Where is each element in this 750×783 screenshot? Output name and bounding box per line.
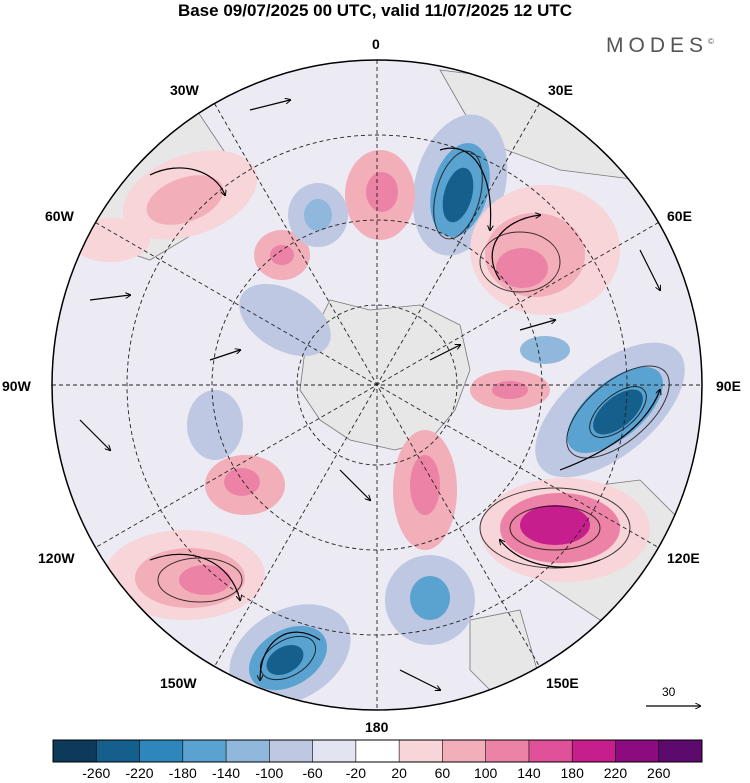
graticule (52, 60, 702, 710)
colorbar-tick-label: -140 (212, 765, 241, 781)
brand-text: MODES (606, 34, 709, 57)
colorbar-swatch (615, 740, 660, 762)
contour-lines (157, 150, 670, 681)
pink-anomaly-core-amundsen (224, 468, 260, 496)
longitude-label-60w: 60W (45, 208, 74, 224)
reference-vector-label: 30 (662, 685, 676, 699)
longitude-label-90w: 90W (2, 378, 31, 394)
pink-anomaly-core-ross (410, 455, 440, 515)
wind-arrow (491, 215, 540, 281)
wind-arrow (149, 553, 240, 600)
colorbar-swatch (658, 740, 703, 762)
colorbar-swatch (528, 740, 573, 762)
pink-anomaly-southwest-indian (470, 185, 620, 315)
blue-anomaly-core-ross-sea (410, 576, 450, 620)
colorbar-swatch (312, 740, 357, 762)
colorbar-tick-label: -180 (168, 765, 197, 781)
colorbar-swatch (269, 740, 314, 762)
wind-arrow (639, 249, 660, 290)
colorbar-tick-label: -60 (302, 765, 323, 781)
wind-arrow (260, 631, 321, 680)
wind-arrow (500, 540, 601, 568)
colorbar-tick-label: 180 (560, 765, 584, 781)
copyright-mark: © (708, 37, 714, 46)
longitude-label-120e: 120E (667, 550, 700, 566)
longitude-label-0: 0 (372, 36, 380, 52)
colorbar-frame (52, 739, 703, 763)
pink-anomaly-core-east-antarctica (492, 381, 528, 399)
colorbar-tick-label: -20 (345, 765, 366, 781)
colorbar-swatch (572, 740, 616, 762)
colorbar-tick-label: -220 (125, 765, 154, 781)
pink-anomaly-pacific-fringe (70, 218, 150, 262)
longitude-label-150w: 150W (160, 675, 197, 691)
longitude-label-180: 180 (365, 719, 389, 735)
map-disc (52, 60, 702, 710)
colorbar-tick-label: 260 (647, 765, 671, 781)
longitude-label-30w: 30W (170, 82, 199, 98)
wind-arrow (149, 167, 225, 195)
wind-arrow (89, 295, 130, 301)
colorbar-swatch (226, 740, 270, 762)
modes-logo: MODES© (606, 34, 714, 58)
colorbar-swatch (355, 740, 400, 762)
colorbar-swatch (139, 740, 184, 762)
blue-anomaly-core-weddell (304, 199, 332, 231)
longitude-label-120w: 120W (38, 550, 75, 566)
wind-arrow (429, 345, 460, 361)
map-title: Base 09/07/2025 00 UTC, valid 11/07/2025… (177, 1, 573, 20)
colorbar-tick-label: 60 (434, 765, 451, 781)
wind-arrow (119, 639, 165, 665)
longitude-label-60e: 60E (667, 208, 692, 224)
pink-anomaly-core-weddell (366, 172, 398, 212)
wind-arrow (519, 320, 555, 331)
colorbar (52, 739, 703, 763)
wind-arrow (399, 669, 440, 690)
blue-anomaly-queen-maud (520, 336, 570, 364)
colorbar-swatch (182, 740, 227, 762)
pink-anomaly-south-of-australia (480, 478, 650, 582)
colorbar-tick-label: 100 (473, 765, 498, 781)
wind-arrow (339, 469, 370, 500)
wind-arrow (79, 419, 110, 450)
pink-anomaly-core-bellingshausen (270, 245, 294, 265)
colorbar-tick-label: -100 (255, 765, 284, 781)
blue-anomaly-antarctic-peninsula (239, 283, 331, 357)
longitude-label-150e: 150E (546, 675, 579, 691)
colorbar-swatch (96, 740, 141, 762)
colorbar-swatch (485, 740, 530, 762)
colorbar-tick-label: 140 (517, 765, 541, 781)
longitude-label-30e: 30E (548, 82, 573, 98)
colorbar-tick-label: -260 (82, 765, 111, 781)
anomaly-shading (70, 114, 685, 706)
blue-anomaly-marie-byrd (187, 390, 243, 460)
map-border (51, 59, 703, 711)
wind-arrow (439, 147, 491, 230)
longitude-label-90e: 90E (716, 378, 741, 394)
colorbar-tick-label: 220 (603, 765, 628, 781)
wind-arrow (249, 100, 290, 111)
colorbar-swatch (53, 740, 97, 762)
colorbar-swatch (442, 740, 487, 762)
colorbar-tick-label: 20 (391, 765, 407, 781)
wind-arrow (559, 390, 660, 471)
wind-arrow (209, 350, 240, 361)
colorbar-swatch (399, 740, 443, 762)
